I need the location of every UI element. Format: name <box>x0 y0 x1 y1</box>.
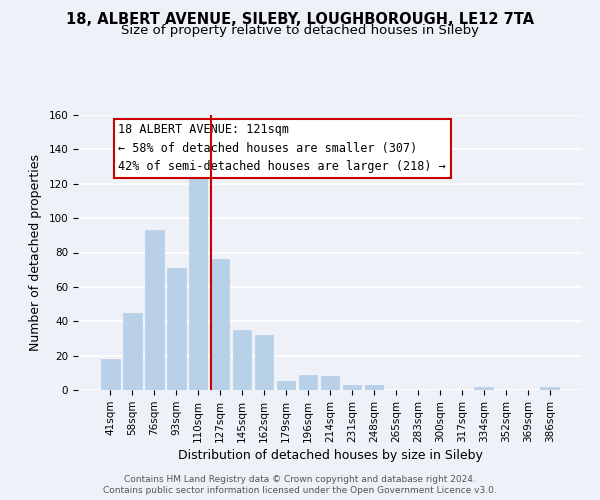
Bar <box>475 386 493 390</box>
Bar <box>255 335 274 390</box>
Bar <box>365 385 383 390</box>
Bar <box>277 382 295 390</box>
Bar <box>541 386 559 390</box>
Text: 18 ALBERT AVENUE: 121sqm
← 58% of detached houses are smaller (307)
42% of semi-: 18 ALBERT AVENUE: 121sqm ← 58% of detach… <box>118 123 446 174</box>
X-axis label: Distribution of detached houses by size in Sileby: Distribution of detached houses by size … <box>178 449 482 462</box>
Y-axis label: Number of detached properties: Number of detached properties <box>29 154 41 351</box>
Bar <box>233 330 251 390</box>
Bar <box>145 230 164 390</box>
Bar <box>320 376 340 390</box>
Bar <box>101 359 119 390</box>
Bar <box>167 268 185 390</box>
Bar <box>343 385 361 390</box>
Text: Contains HM Land Registry data © Crown copyright and database right 2024.: Contains HM Land Registry data © Crown c… <box>124 475 476 484</box>
Text: 18, ALBERT AVENUE, SILEBY, LOUGHBOROUGH, LE12 7TA: 18, ALBERT AVENUE, SILEBY, LOUGHBOROUGH,… <box>66 12 534 28</box>
Bar <box>211 260 229 390</box>
Bar <box>299 374 317 390</box>
Text: Contains public sector information licensed under the Open Government Licence v3: Contains public sector information licen… <box>103 486 497 495</box>
Bar <box>123 312 142 390</box>
Bar <box>189 162 208 390</box>
Text: Size of property relative to detached houses in Sileby: Size of property relative to detached ho… <box>121 24 479 37</box>
